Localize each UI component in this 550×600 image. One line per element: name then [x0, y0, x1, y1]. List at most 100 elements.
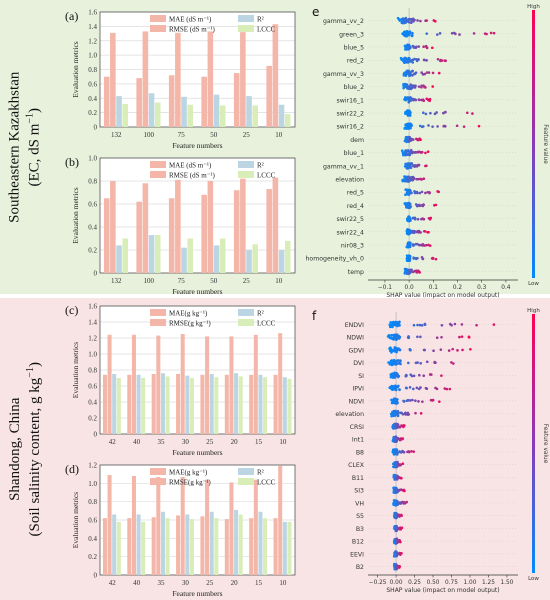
shap-point	[403, 126, 407, 130]
shap-point	[399, 411, 402, 415]
shap-point	[393, 349, 396, 353]
shap-point	[461, 348, 464, 352]
feature-label: VH	[355, 500, 364, 507]
bar	[142, 183, 149, 273]
shap-point	[452, 362, 455, 365]
shap-point	[417, 85, 421, 88]
bar	[249, 374, 254, 434]
shap-point	[407, 361, 410, 365]
shap-point	[417, 387, 421, 391]
shap-point	[407, 245, 411, 249]
bar	[234, 509, 239, 575]
x-tick-label: 50	[210, 131, 218, 139]
shap-point	[422, 217, 426, 221]
bar	[107, 475, 112, 575]
legend-swatch	[238, 309, 254, 316]
shap-point	[406, 18, 409, 22]
shap-point	[402, 501, 405, 505]
y-tick-label: 0.6	[88, 383, 97, 391]
y-tick-label: 0.8	[88, 498, 97, 506]
bar	[253, 334, 258, 434]
shap-point	[390, 325, 394, 328]
y-axis-label: Evaluation metrics	[71, 342, 80, 399]
shap-point	[471, 112, 474, 115]
shap-point	[460, 335, 464, 338]
feature-label: temp	[348, 269, 364, 276]
bar	[224, 519, 229, 575]
shap-point	[405, 83, 409, 87]
bar	[224, 374, 229, 434]
bar	[136, 201, 142, 273]
shap-point	[456, 349, 459, 352]
y-tick-label: 1.4	[88, 23, 97, 31]
shap-point	[397, 527, 400, 530]
bar	[160, 373, 165, 434]
shap-point	[412, 177, 416, 180]
bar	[249, 518, 254, 575]
bar-chart-b: 0 0.2 0.4 0.6 0.8 1.0 132 100 75 50 25 10 Feature nu…	[65, 155, 296, 296]
shap-point	[405, 254, 409, 257]
bar	[185, 514, 190, 575]
x-tick-label: 10	[275, 131, 283, 139]
shap-point	[387, 334, 390, 338]
legend-swatch	[150, 25, 166, 32]
bar	[282, 521, 287, 575]
shap-point	[407, 127, 410, 130]
shap-point	[393, 553, 397, 556]
shap-point	[394, 412, 398, 416]
shap-point	[403, 18, 407, 22]
shap-point	[402, 399, 405, 403]
shap-point	[421, 400, 424, 403]
bar	[107, 334, 112, 434]
shap-point	[406, 272, 409, 275]
x-axis-label: Feature numbers	[172, 141, 222, 150]
x-tick-label: 42	[109, 438, 117, 446]
shap-point	[410, 176, 413, 179]
shap-point	[426, 190, 430, 194]
shap-point	[467, 335, 471, 339]
x-tick-label: 30	[182, 438, 190, 446]
bar	[238, 376, 243, 434]
shap-point	[418, 150, 421, 154]
feature-label: B12	[352, 539, 364, 546]
bar	[185, 375, 190, 434]
shap-point	[399, 359, 402, 363]
bar	[284, 240, 291, 273]
shap-point	[422, 58, 426, 62]
shap-point	[411, 61, 415, 64]
feature-label: GDVI	[348, 347, 364, 354]
y-tick-label: 1.2	[88, 335, 97, 343]
panel-label: (d)	[65, 462, 79, 476]
legend-swatch	[238, 15, 254, 22]
shap-point	[438, 400, 441, 403]
shap-point	[398, 335, 402, 339]
shap-point	[413, 151, 416, 154]
legend-swatch	[150, 15, 166, 22]
feature-label: swir22_2	[337, 111, 365, 118]
shap-point	[424, 151, 427, 155]
shap-point	[405, 386, 408, 390]
shap-point	[405, 44, 409, 48]
shap-point	[400, 149, 404, 153]
shap-point	[414, 399, 417, 403]
x-tick-label: 15	[255, 438, 263, 446]
bar	[127, 518, 132, 575]
bar	[200, 516, 205, 575]
shap-point	[426, 150, 430, 154]
shap-point	[389, 412, 393, 416]
shap-point	[424, 191, 427, 195]
bar	[116, 378, 121, 434]
shap-point	[397, 322, 401, 326]
x-tick-label: 100	[144, 131, 155, 139]
shap-point	[418, 124, 422, 128]
shap-point	[404, 411, 407, 415]
feature-label: blue_1	[344, 150, 364, 157]
legend-entry: RMSE (dS m⁻¹)	[169, 172, 216, 180]
shap-point	[413, 230, 417, 234]
shap-point	[404, 33, 408, 36]
shap-point	[416, 191, 419, 195]
shap-point	[394, 564, 397, 567]
shap-point	[458, 33, 461, 36]
shap-point	[425, 360, 429, 364]
x-tick-label: 10	[279, 579, 287, 587]
